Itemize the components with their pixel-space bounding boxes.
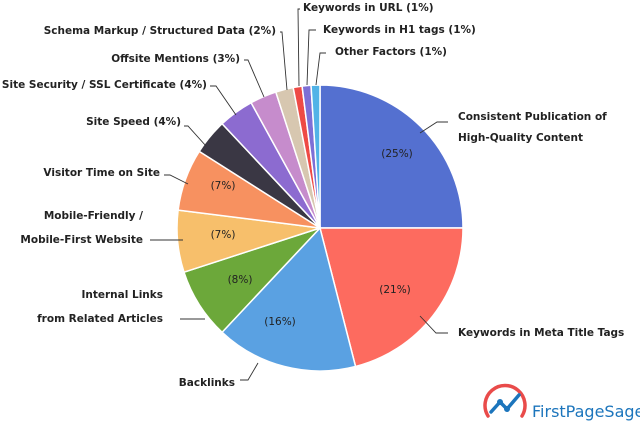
slice-category-label: Site Security / SSL Certificate (4%) <box>2 79 207 91</box>
slice-value-label: (21%) <box>379 284 411 296</box>
brand-name: FirstPageSage <box>532 402 640 421</box>
leader-lines <box>150 8 448 381</box>
leader-line <box>419 121 448 134</box>
leader-line <box>184 125 207 147</box>
slice-category-label: Backlinks <box>179 377 235 389</box>
leader-line <box>297 8 300 87</box>
pie-slice <box>319 84 464 229</box>
slice-category-label: Keywords in H1 tags (1%) <box>323 24 476 36</box>
leader-line <box>244 59 265 98</box>
pie-slices <box>176 84 464 372</box>
slice-category-label: High-Quality Content <box>458 132 583 144</box>
slice-value-label: (8%) <box>228 274 253 286</box>
pie-slice <box>221 226 357 372</box>
slice-category-label: from Related Articles <box>37 313 163 325</box>
pie-slice <box>319 227 464 368</box>
leader-line <box>315 52 326 86</box>
slice-value-label: (16%) <box>264 316 296 328</box>
firstpagesage-logo: FirstPageSage <box>483 383 640 421</box>
slice-value-label: (7%) <box>211 229 236 241</box>
leader-line <box>306 29 316 86</box>
leader-line <box>210 85 237 116</box>
leader-line <box>280 31 288 91</box>
slice-category-label: Keywords in URL (1%) <box>303 2 434 14</box>
leader-line <box>240 362 259 381</box>
slice-value-label: (25%) <box>381 148 413 160</box>
slice-category-label: Mobile-Friendly / <box>44 210 143 222</box>
slice-value-label: (7%) <box>211 180 236 192</box>
logo-mark-icon <box>483 383 527 418</box>
slice-value-labels: (25%) (21%) (16%) (8%) (7%) (7%) <box>211 148 413 328</box>
pie-slice <box>310 84 321 229</box>
slice-category-label: Consistent Publication of <box>458 111 607 123</box>
leader-line <box>419 315 448 334</box>
slice-category-label: Internal Links <box>81 289 163 301</box>
slice-category-label: Visitor Time on Site <box>43 167 160 179</box>
slice-category-labels: Consistent Publication of High-Quality Co… <box>2 2 624 389</box>
leader-line <box>164 174 189 185</box>
slice-category-label: Site Speed (4%) <box>86 116 181 128</box>
slice-category-label: Keywords in Meta Title Tags <box>458 327 624 339</box>
slice-category-label: Other Factors (1%) <box>335 46 447 58</box>
slice-category-label: Schema Markup / Structured Data (2%) <box>44 25 276 37</box>
slice-category-label: Mobile-First Website <box>20 234 143 246</box>
slice-category-label: Offsite Mentions (3%) <box>111 53 240 65</box>
